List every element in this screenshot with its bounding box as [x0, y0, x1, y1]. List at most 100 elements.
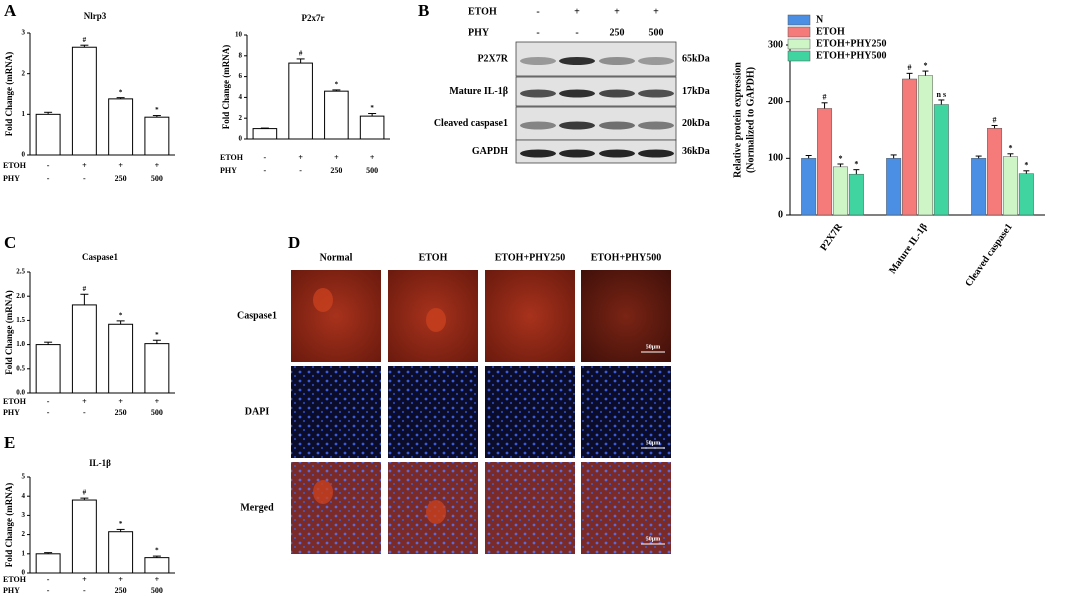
bar [801, 158, 817, 216]
significance-label: # [299, 50, 303, 58]
bar [817, 108, 833, 216]
y-tick-label: 5 [22, 473, 26, 481]
condition-label: PHY [3, 586, 20, 595]
y-tick-label: 3 [22, 511, 26, 519]
y-axis-label: Relative protein expression [732, 62, 743, 178]
legend-swatch [787, 38, 811, 50]
micrograph-column-label: ETOH [419, 252, 448, 263]
condition-label: ETOH [3, 397, 27, 406]
blot-condition-value: + [614, 6, 620, 17]
chart-title: Nlrp3 [84, 11, 107, 21]
condition-value: + [155, 161, 160, 170]
blot-size-label: 17kDa [682, 86, 710, 97]
panel-letter: D [288, 233, 300, 252]
blot-size-label: 20kDa [682, 118, 710, 129]
y-tick-label: 1 [22, 549, 26, 557]
condition-value: - [83, 586, 86, 595]
blot-condition-value: 500 [649, 27, 664, 38]
y-tick-label: 6 [239, 72, 243, 80]
significance-label: # [83, 489, 87, 497]
condition-label: ETOH [3, 161, 27, 170]
condition-value: - [47, 174, 50, 183]
chart-title: P2x7r [302, 13, 325, 23]
y-tick-label: 3 [22, 29, 26, 37]
significance-label: * [1008, 144, 1012, 153]
condition-value: - [83, 174, 86, 183]
vein [313, 288, 333, 312]
condition-value: 500 [151, 586, 163, 595]
micrograph-column-label: ETOH+PHY500 [591, 252, 662, 263]
y-tick-label: 1 [22, 110, 26, 118]
condition-value: - [47, 575, 50, 584]
significance-label: * [370, 104, 374, 112]
x-tick-label: Cleaved caspase1 [963, 222, 1015, 289]
y-tick-label: 4 [239, 93, 243, 101]
blot-band [599, 57, 635, 65]
significance-label: # [993, 115, 997, 124]
significance-label: * [155, 331, 159, 339]
condition-value: + [82, 575, 87, 584]
condition-value: 250 [115, 174, 127, 183]
y-tick-label: 200 [768, 96, 783, 107]
significance-label: * [923, 61, 927, 70]
blot-condition-value: + [574, 6, 580, 17]
bar [144, 343, 170, 394]
significance-label: # [908, 63, 912, 72]
condition-label: PHY [3, 408, 20, 417]
condition-value: + [370, 153, 375, 162]
blot-size-label: 65kDa [682, 53, 710, 64]
condition-value: + [82, 161, 87, 170]
panel-letter: A [4, 1, 17, 20]
micrograph-image [485, 462, 575, 554]
blot-condition-value: 250 [610, 27, 625, 38]
condition-label: PHY [3, 174, 20, 183]
y-tick-label: 0.5 [16, 364, 25, 372]
bar [108, 323, 134, 394]
y-tick-label: 4 [22, 492, 26, 500]
condition-value: + [334, 153, 339, 162]
y-tick-label: 2.5 [16, 268, 25, 276]
condition-value: 250 [115, 408, 127, 417]
micrograph-row-label: Merged [240, 502, 274, 513]
blot-band [638, 57, 674, 65]
bar [108, 531, 134, 574]
blot-condition-value: - [575, 27, 578, 38]
y-tick-label: 2 [22, 69, 26, 77]
bar [71, 499, 97, 574]
significance-label: * [155, 547, 159, 555]
condition-value: + [82, 397, 87, 406]
blot-size-label: 36kDa [682, 146, 710, 157]
blot-band-label: P2X7R [477, 53, 508, 64]
bar [359, 115, 385, 140]
bar [832, 166, 848, 216]
blot-condition-value: + [653, 6, 659, 17]
y-axis-label: Fold Change (mRNA) [221, 45, 231, 130]
bar [886, 158, 902, 216]
significance-label: * [335, 81, 339, 89]
scale-bar-label: 50μm [646, 536, 660, 542]
chart-title: Caspase1 [82, 252, 119, 262]
panel-letter: C [4, 233, 16, 252]
condition-label: ETOH [3, 575, 27, 584]
bar [35, 553, 61, 574]
blot-band [520, 89, 556, 98]
condition-value: - [47, 586, 50, 595]
significance-label: # [83, 36, 87, 44]
legend-label: ETOH+PHY500 [816, 50, 887, 61]
bar [71, 46, 97, 156]
y-tick-label: 2 [239, 114, 243, 122]
panel-letter: B [418, 1, 429, 20]
y-tick-label: 0 [239, 135, 243, 143]
panel-letter: E [4, 433, 15, 452]
significance-label: * [854, 159, 858, 168]
bar [144, 116, 170, 156]
bar [987, 128, 1003, 216]
bar [35, 344, 61, 394]
bar [917, 75, 933, 216]
x-tick-label: Mature IL-1β [887, 222, 930, 276]
condition-value: - [299, 166, 302, 175]
condition-value: - [83, 408, 86, 417]
bar [108, 98, 134, 156]
micrograph-image [581, 270, 671, 362]
micrograph-image [291, 462, 381, 554]
